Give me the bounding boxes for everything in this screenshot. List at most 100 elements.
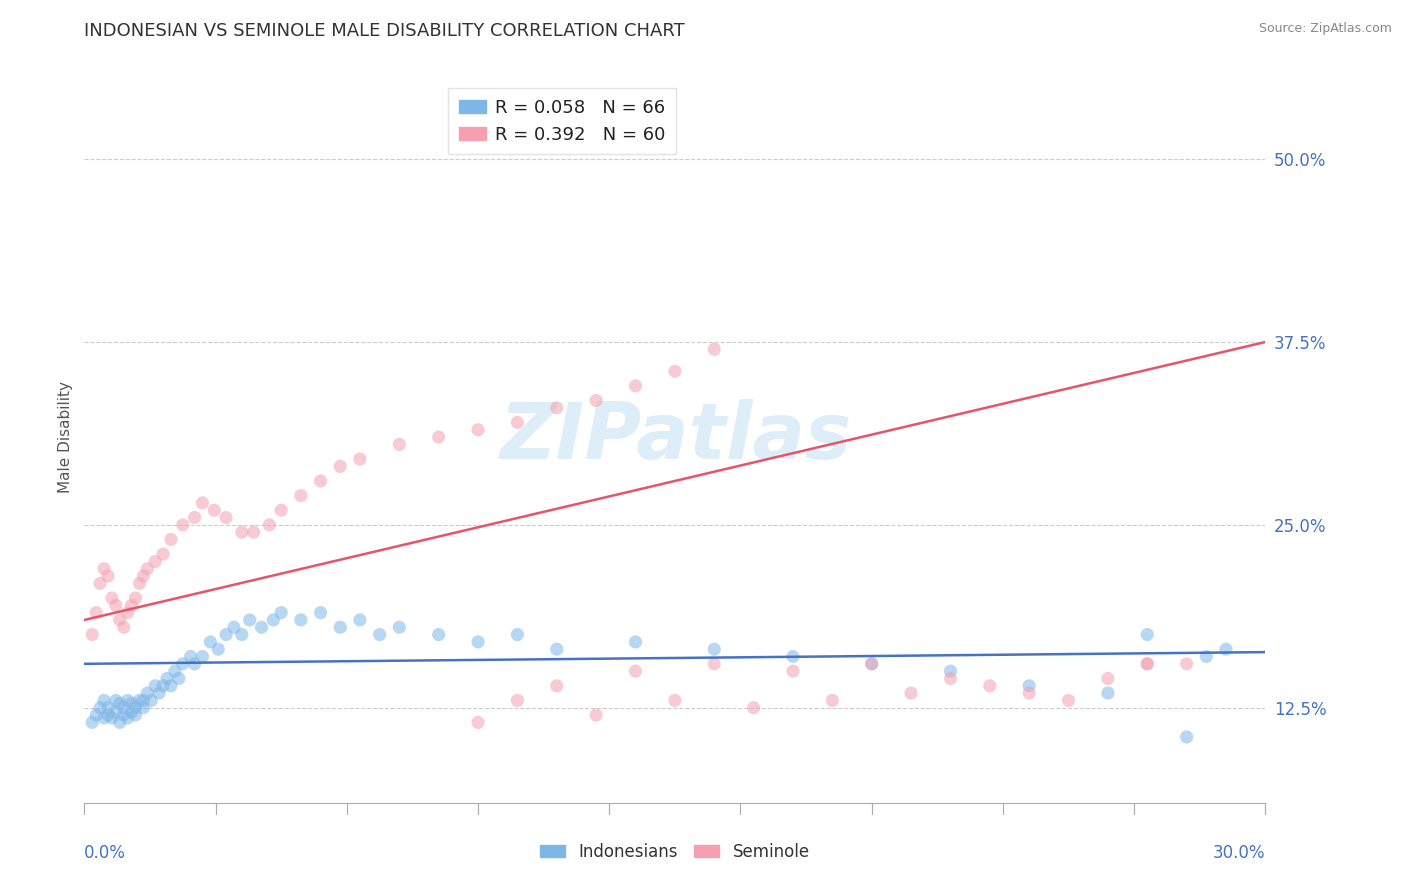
Point: [141, 693, 163, 707]
Point: [191, 649, 214, 664]
Point: [104, 599, 127, 613]
Point: [329, 620, 352, 634]
Point: [160, 679, 183, 693]
Point: [89, 576, 111, 591]
Point: [231, 627, 253, 641]
Point: [108, 715, 131, 730]
Point: [183, 510, 205, 524]
Point: [242, 525, 264, 540]
Text: Source: ZipAtlas.com: Source: ZipAtlas.com: [1258, 22, 1392, 36]
Point: [664, 693, 686, 707]
Point: [132, 700, 155, 714]
Point: [121, 705, 143, 719]
Point: [349, 613, 371, 627]
Point: [143, 679, 166, 693]
Point: [101, 711, 124, 725]
Point: [259, 517, 281, 532]
Point: [1136, 657, 1159, 671]
Text: ZIPatlas: ZIPatlas: [499, 399, 851, 475]
Point: [97, 700, 120, 714]
Point: [506, 627, 529, 641]
Point: [172, 657, 194, 671]
Point: [143, 554, 166, 568]
Point: [82, 715, 104, 730]
Point: [117, 711, 139, 725]
Point: [104, 693, 127, 707]
Point: [427, 430, 450, 444]
Point: [546, 642, 568, 657]
Point: [132, 569, 155, 583]
Point: [97, 569, 120, 583]
Point: [939, 664, 962, 678]
Point: [506, 693, 529, 707]
Point: [1136, 657, 1159, 671]
Point: [82, 627, 104, 641]
Point: [121, 696, 143, 710]
Point: [112, 708, 135, 723]
Point: [121, 599, 143, 613]
Legend: Indonesians, Seminole: Indonesians, Seminole: [533, 837, 817, 868]
Point: [585, 708, 607, 723]
Text: 30.0%: 30.0%: [1213, 844, 1265, 862]
Point: [703, 343, 725, 357]
Point: [167, 672, 190, 686]
Point: [124, 700, 146, 714]
Point: [128, 693, 150, 707]
Point: [202, 503, 225, 517]
Point: [239, 613, 262, 627]
Point: [172, 517, 194, 532]
Point: [900, 686, 922, 700]
Point: [148, 686, 170, 700]
Point: [939, 672, 962, 686]
Point: [108, 613, 131, 627]
Point: [191, 496, 214, 510]
Point: [231, 525, 253, 540]
Point: [156, 672, 179, 686]
Point: [546, 679, 568, 693]
Point: [467, 635, 489, 649]
Point: [349, 452, 371, 467]
Point: [624, 664, 647, 678]
Point: [183, 657, 205, 671]
Point: [624, 379, 647, 393]
Point: [215, 627, 238, 641]
Text: 0.0%: 0.0%: [84, 844, 127, 862]
Point: [117, 606, 139, 620]
Point: [309, 474, 332, 488]
Point: [703, 642, 725, 657]
Point: [215, 510, 238, 524]
Text: INDONESIAN VS SEMINOLE MALE DISABILITY CORRELATION CHART: INDONESIAN VS SEMINOLE MALE DISABILITY C…: [84, 22, 685, 40]
Point: [585, 393, 607, 408]
Point: [1018, 679, 1040, 693]
Point: [200, 635, 222, 649]
Point: [108, 696, 131, 710]
Point: [207, 642, 229, 657]
Point: [821, 693, 844, 707]
Point: [309, 606, 332, 620]
Point: [1018, 686, 1040, 700]
Point: [782, 664, 804, 678]
Point: [93, 711, 115, 725]
Point: [250, 620, 273, 634]
Point: [506, 416, 529, 430]
Point: [1195, 649, 1218, 664]
Point: [1175, 730, 1198, 744]
Point: [124, 708, 146, 723]
Point: [290, 613, 312, 627]
Point: [979, 679, 1001, 693]
Point: [152, 679, 174, 693]
Point: [664, 364, 686, 378]
Point: [1097, 672, 1119, 686]
Point: [112, 700, 135, 714]
Point: [270, 606, 292, 620]
Point: [136, 686, 159, 700]
Point: [84, 708, 107, 723]
Point: [84, 606, 107, 620]
Point: [270, 503, 292, 517]
Point: [89, 700, 111, 714]
Point: [1097, 686, 1119, 700]
Point: [262, 613, 284, 627]
Point: [290, 489, 312, 503]
Y-axis label: Male Disability: Male Disability: [58, 381, 73, 493]
Point: [1175, 657, 1198, 671]
